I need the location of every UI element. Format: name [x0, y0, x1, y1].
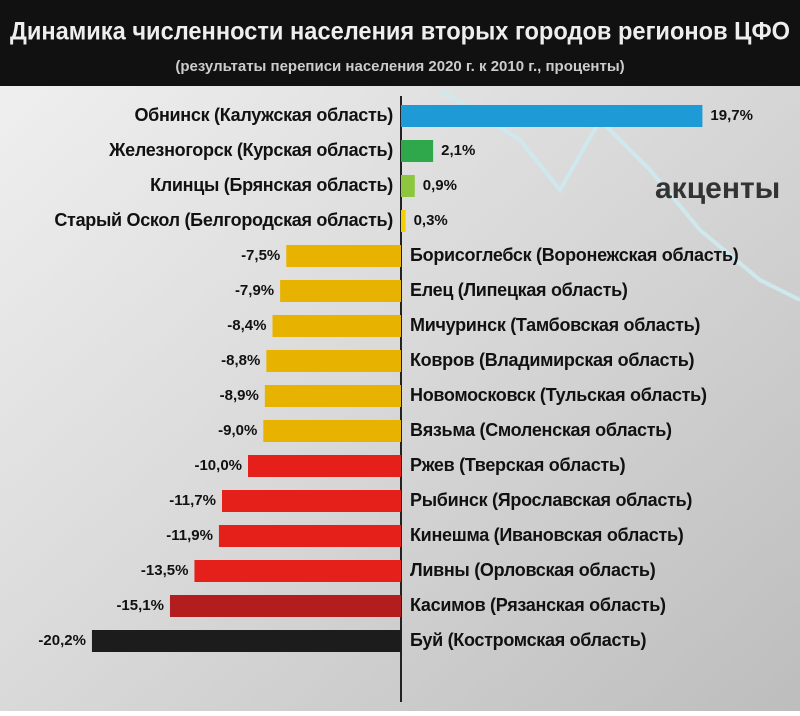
category-label: Обнинск (Калужская область): [134, 105, 393, 125]
value-label: -8,9%: [220, 387, 259, 404]
category-label: Касимов (Рязанская область): [410, 595, 666, 615]
bar: [401, 175, 415, 197]
value-label: 0,9%: [423, 177, 457, 194]
bar: [286, 245, 401, 267]
bar: [280, 280, 401, 302]
bar: [266, 350, 401, 372]
category-label: Кинешма (Ивановская область): [410, 525, 684, 545]
value-label: -11,7%: [169, 492, 216, 509]
bar: [401, 105, 703, 127]
category-label: Ржев (Тверская область): [410, 455, 626, 475]
bar: [91, 630, 401, 652]
category-label: Новомосковск (Тульская область): [410, 385, 707, 405]
category-label: Старый Оскол (Белгородская область): [54, 210, 393, 230]
value-label: -8,8%: [221, 352, 260, 369]
value-label: 19,7%: [710, 107, 753, 124]
bar: [218, 525, 401, 547]
value-label: -8,4%: [227, 317, 266, 334]
value-label: -13,5%: [141, 562, 189, 579]
bar: [248, 455, 401, 477]
category-label: Рыбинск (Ярославская область): [410, 490, 692, 510]
bar: [194, 560, 401, 582]
bar: [401, 210, 406, 232]
value-label: -20,2%: [38, 632, 86, 649]
logo: акценты: [655, 172, 780, 205]
category-label: Борисоглебск (Воронежская область): [410, 245, 739, 265]
decor-line: [438, 88, 800, 302]
chart-title: Динамика численности населения вторых го…: [10, 18, 790, 46]
category-label: Мичуринск (Тамбовская область): [410, 315, 700, 335]
bar: [264, 385, 401, 407]
bar: [263, 420, 401, 442]
category-label: Елец (Липецкая область): [410, 280, 628, 300]
bar: [272, 315, 401, 337]
category-label: Ковров (Владимирская область): [410, 350, 695, 370]
header-band: [0, 0, 800, 86]
bar: [401, 140, 434, 162]
value-label: -11,9%: [166, 527, 213, 544]
bar: [169, 595, 401, 617]
value-label: -7,5%: [241, 247, 280, 264]
value-label: -7,9%: [235, 282, 274, 299]
value-label: -15,1%: [116, 597, 164, 614]
bar: [221, 490, 401, 512]
chart-subtitle: (результаты переписи населения 2020 г. к…: [175, 58, 624, 75]
value-label: -9,0%: [218, 422, 257, 439]
category-label: Буй (Костромская область): [410, 630, 647, 650]
category-label: Клинцы (Брянская область): [150, 175, 393, 195]
category-label: Железногорск (Курская область): [108, 140, 393, 160]
value-label: 0,3%: [414, 212, 448, 229]
category-label: Ливны (Орловская область): [410, 560, 656, 580]
value-label: -10,0%: [194, 457, 242, 474]
value-label: 2,1%: [441, 142, 475, 159]
category-label: Вязьма (Смоленская область): [410, 420, 672, 440]
